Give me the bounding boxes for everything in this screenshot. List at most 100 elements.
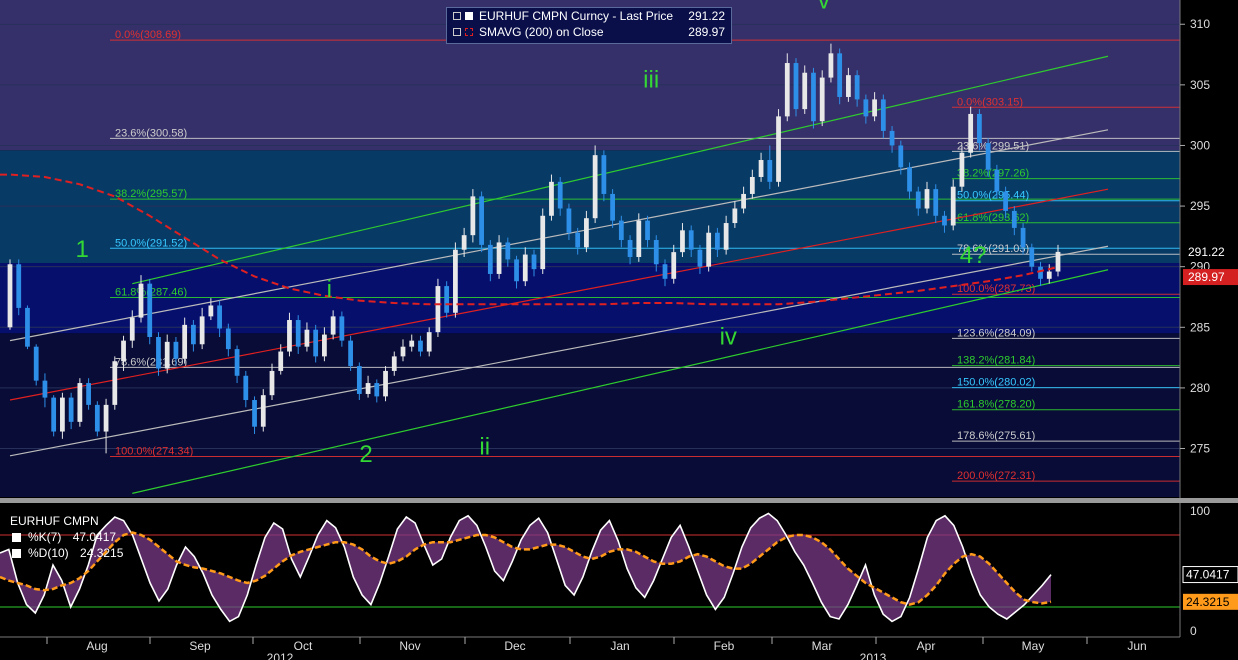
candle-body: [77, 383, 83, 422]
legend-toggle-sma[interactable]: [453, 28, 461, 36]
candle: [636, 213, 642, 262]
candle: [680, 223, 685, 257]
candle-body: [688, 230, 694, 250]
candle-body: [671, 252, 677, 279]
axis-tick-label: 285: [1190, 320, 1210, 334]
candle-body: [313, 329, 319, 357]
candle-body: [365, 383, 371, 394]
candle-body: [584, 218, 589, 248]
candle-body: [907, 167, 912, 192]
candle: [356, 362, 362, 401]
candle: [51, 395, 57, 437]
candle: [994, 164, 1000, 199]
candle-body: [557, 181, 563, 209]
candle: [304, 322, 310, 352]
candle-body: [374, 383, 380, 397]
panel-divider: [0, 498, 1238, 503]
candle: [933, 184, 939, 224]
candle-body: [697, 249, 703, 267]
legend-value-sma: 289.97: [688, 25, 725, 39]
x-axis-background: [0, 637, 1180, 660]
candle: [86, 378, 91, 410]
candle: [872, 92, 877, 122]
candle-body: [383, 370, 388, 397]
candle-body: [182, 324, 188, 359]
candle: [25, 305, 30, 350]
candle: [400, 339, 406, 362]
candle: [1011, 206, 1017, 236]
candle: [741, 186, 746, 214]
candle: [767, 145, 773, 190]
candle: [173, 336, 179, 367]
candle: [339, 311, 345, 347]
candle: [557, 176, 563, 216]
legend-row-sma[interactable]: SMAVG (200) on Close 289.97: [447, 24, 731, 40]
candle-body: [653, 240, 659, 265]
candle-body: [208, 305, 214, 317]
k-line: [0, 512, 1052, 623]
k-label: %K(7): [28, 530, 62, 544]
candle-body: [1011, 210, 1017, 228]
legend-toggle-price[interactable]: [453, 12, 461, 20]
candle: [610, 189, 615, 228]
wave-label: v: [818, 0, 830, 14]
candle: [880, 94, 886, 139]
candle-body: [1055, 251, 1061, 272]
candle-body: [112, 361, 118, 405]
candle-body: [889, 130, 895, 146]
candle: [121, 335, 126, 371]
k-value: 47.0417: [72, 530, 117, 544]
candlestick-series: [7, 43, 1061, 454]
candle: [942, 210, 947, 233]
candle: [592, 145, 598, 224]
candle-body: [776, 116, 781, 182]
candle: [287, 312, 292, 357]
axis-tick-label: 300: [1190, 138, 1210, 152]
candle: [470, 189, 476, 243]
candle: [828, 43, 834, 83]
candle-body: [802, 72, 808, 110]
axis-background: [1180, 0, 1238, 660]
legend-row-price[interactable]: EURHUF CMPN Curncy - Last Price 291.22: [447, 8, 731, 24]
candle-body: [863, 99, 869, 117]
candle-body: [225, 328, 231, 350]
candle: [758, 152, 764, 182]
candle: [374, 379, 380, 403]
candle-body: [164, 341, 170, 369]
d-swatch: [12, 549, 21, 558]
candle-body: [68, 397, 74, 422]
candle-body: [741, 193, 746, 209]
candle-body: [601, 155, 607, 194]
candle: [129, 310, 135, 348]
chart-legend: EURHUF CMPN Curncy - Last Price 291.22 S…: [446, 7, 732, 44]
candle: [1003, 186, 1008, 219]
candle: [1029, 243, 1035, 272]
candle-body: [758, 160, 764, 177]
candle: [409, 334, 415, 352]
fib-label: 23.6%(300.58): [115, 127, 187, 139]
legend-row-d[interactable]: %D(10) 24.3215: [10, 545, 123, 561]
candle-body: [356, 366, 362, 394]
channel-line-4: [132, 269, 1109, 494]
year-label: 2012: [267, 651, 294, 660]
candle: [854, 70, 860, 107]
candle-body: [924, 189, 930, 209]
candle-body: [234, 349, 240, 376]
candle-body: [295, 320, 301, 347]
candle-body: [86, 383, 91, 405]
candle: [77, 378, 83, 427]
candle-body: [846, 75, 851, 97]
candle-body: [322, 334, 327, 357]
candle: [784, 53, 790, 122]
candle-body: [330, 316, 336, 335]
candle: [811, 67, 816, 129]
candle-body: [217, 305, 222, 329]
candle-body: [531, 254, 537, 270]
candle: [1020, 223, 1026, 255]
candle: [907, 162, 912, 199]
fib-label: 100.0%(287.73): [957, 283, 1035, 295]
k-swatch: [12, 533, 21, 542]
candle-body: [618, 220, 624, 241]
legend-row-k[interactable]: %K(7) 47.0417: [10, 529, 123, 545]
candle: [715, 227, 720, 257]
